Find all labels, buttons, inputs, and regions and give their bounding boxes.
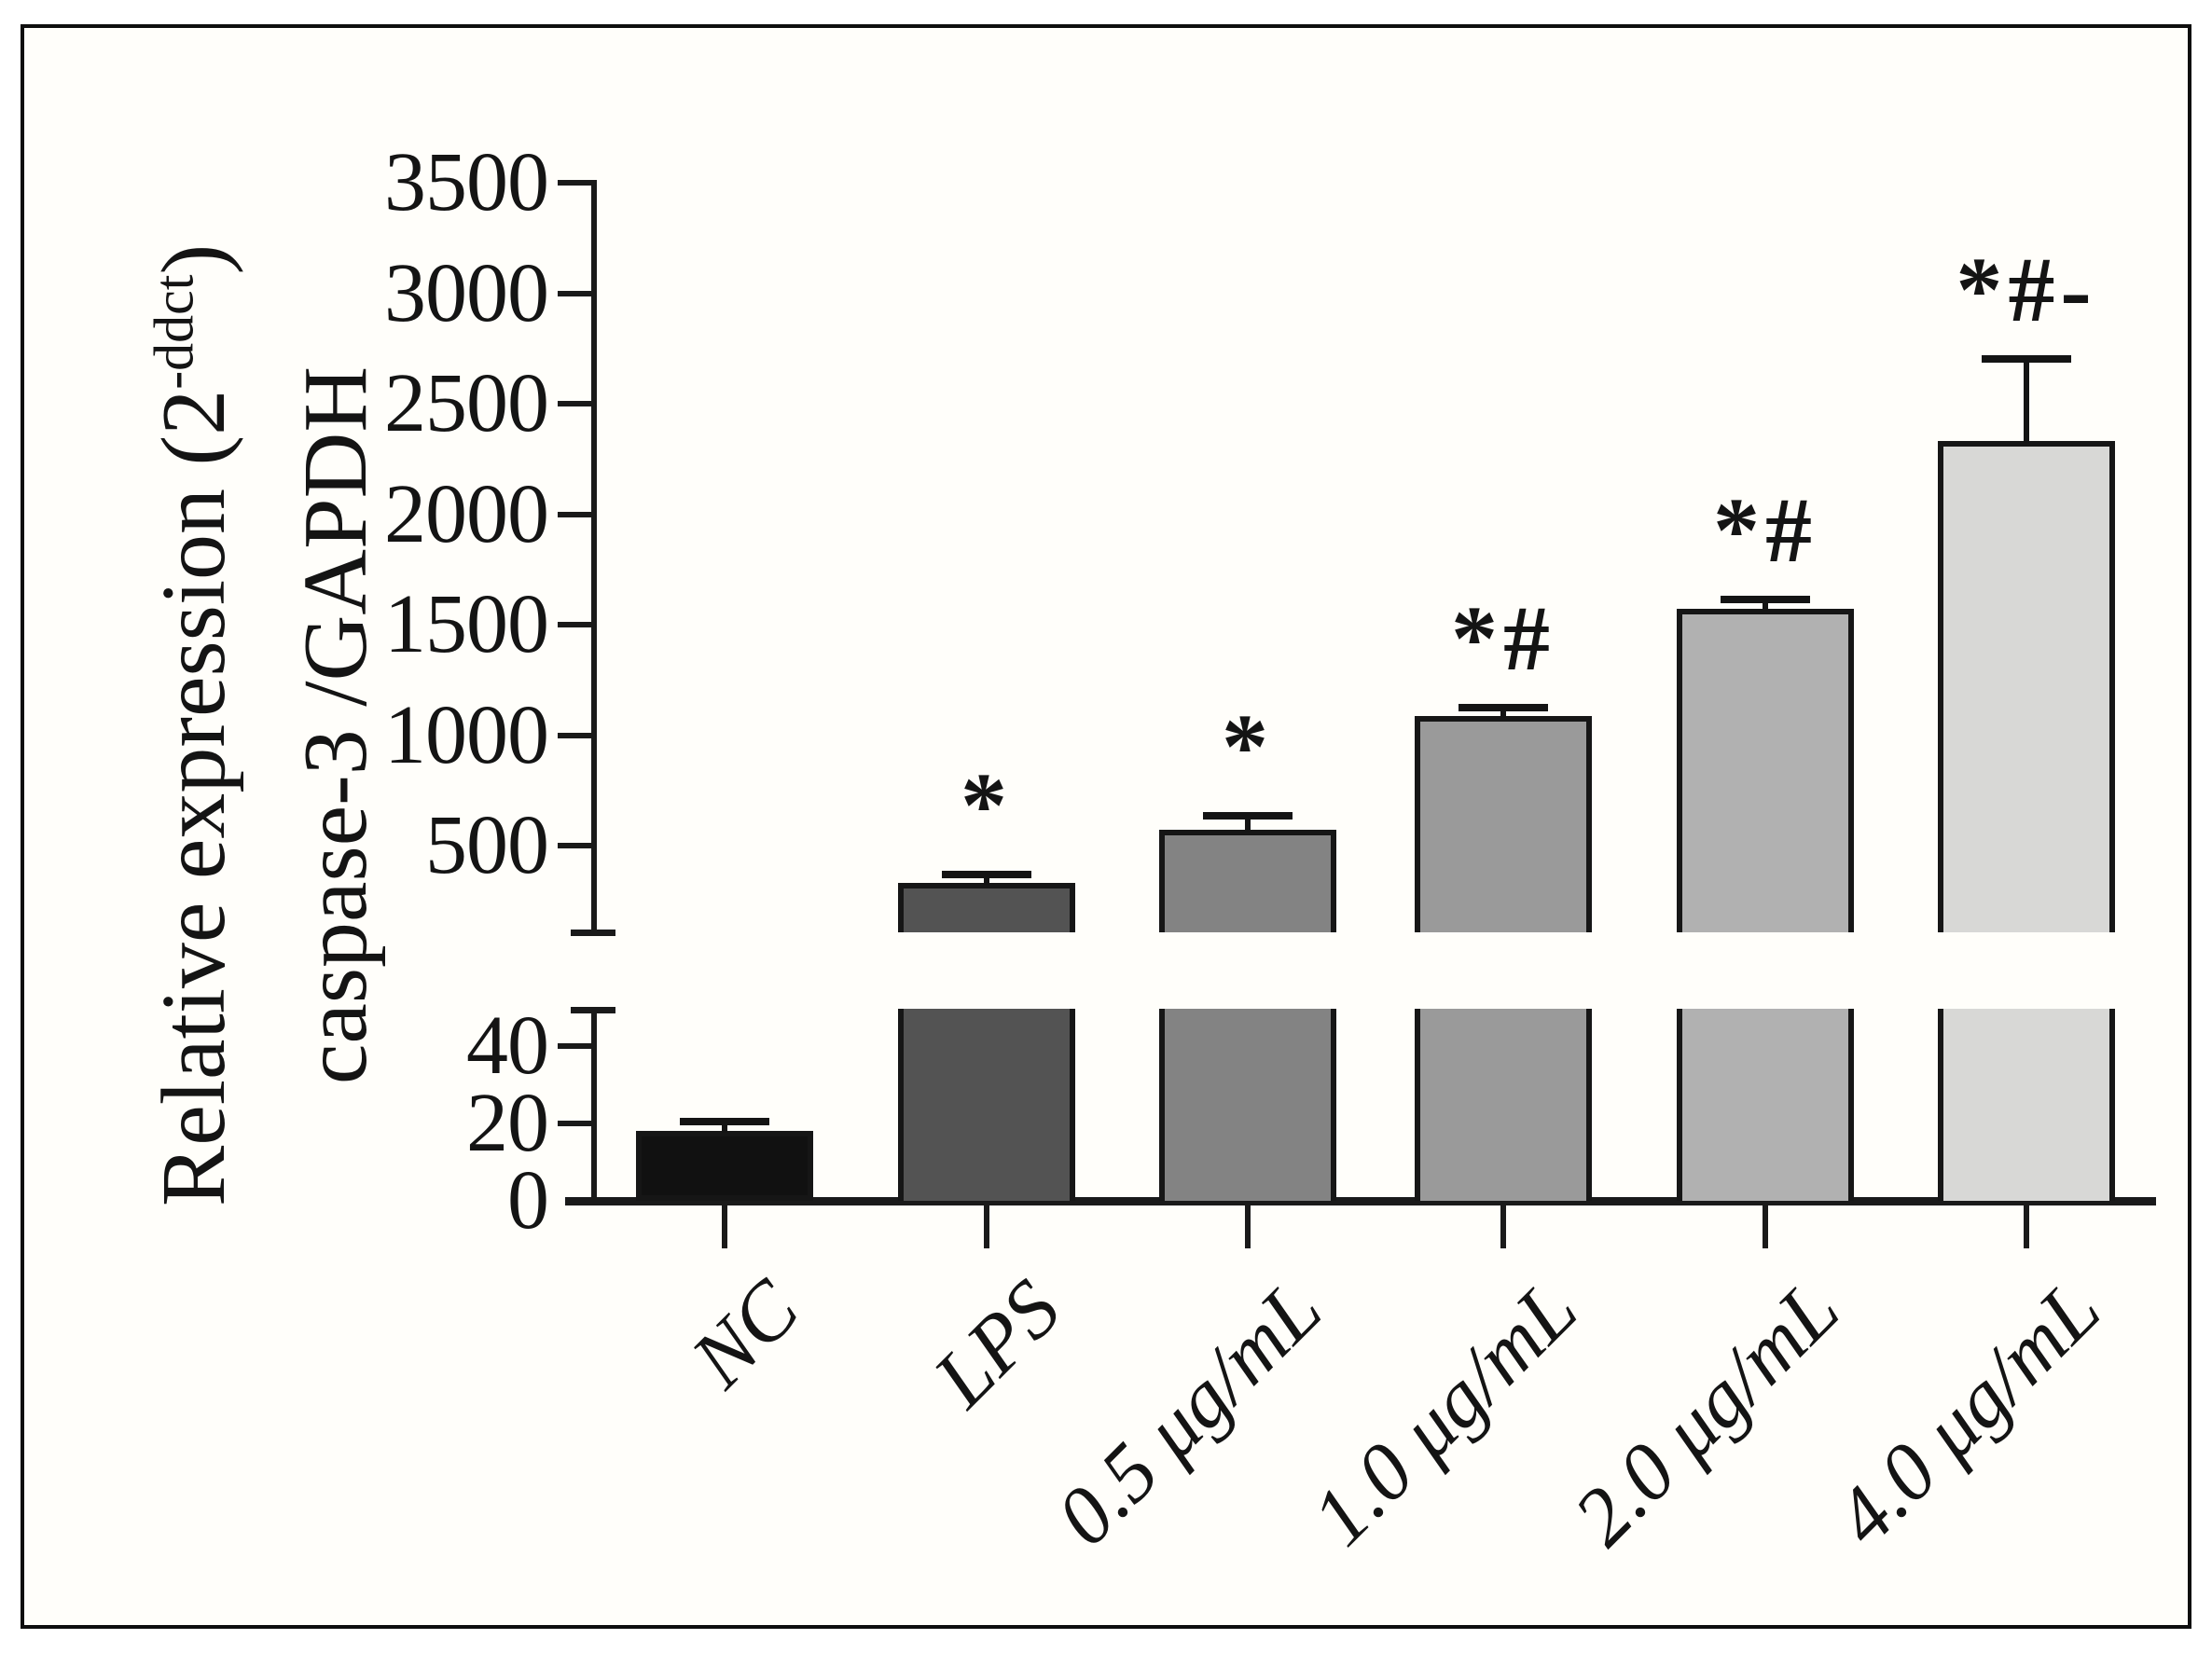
bar-0-lower-segment xyxy=(636,1131,813,1201)
error-bar-whisker xyxy=(1245,816,1251,832)
x-tick xyxy=(1763,1205,1768,1248)
bar-1-upper-segment xyxy=(898,883,1075,932)
error-bar-cap xyxy=(1203,812,1293,820)
y-tick-label-upper: 3000 xyxy=(384,246,549,339)
y-tick-upper xyxy=(558,622,591,627)
x-tick-label: 0.5 μg/mL xyxy=(1039,1263,1339,1563)
error-bar-whisker xyxy=(1500,708,1506,719)
error-bar-whisker xyxy=(984,874,989,886)
x-tick xyxy=(2024,1205,2029,1248)
y-axis-lower-line xyxy=(591,1008,597,1204)
y-tick-label-upper: 1500 xyxy=(384,578,549,670)
y-axis-break-cap-lower xyxy=(571,1007,615,1013)
y-tick-label-upper: 500 xyxy=(425,799,549,891)
error-bar-whisker xyxy=(722,1121,727,1134)
x-tick-label: 2.0 μg/mL xyxy=(1556,1263,1857,1563)
y-tick-upper xyxy=(558,290,591,296)
y-tick-upper xyxy=(558,843,591,848)
x-tick xyxy=(984,1205,989,1248)
bar-2-upper-segment xyxy=(1159,829,1336,932)
y-tick-upper xyxy=(558,511,591,517)
error-bar-cap xyxy=(1459,704,1548,712)
y-tick-label-upper: 2000 xyxy=(384,467,549,560)
x-tick xyxy=(722,1205,727,1248)
bar-4-upper-segment xyxy=(1677,609,1854,932)
significance-annotation: * xyxy=(1222,695,1274,799)
significance-annotation: *#- xyxy=(1956,238,2097,342)
bar-4-lower-segment xyxy=(1677,1009,1854,1201)
y-tick-upper xyxy=(558,732,591,738)
bar-3-upper-segment xyxy=(1415,716,1592,932)
error-bar-cap xyxy=(1982,355,2071,364)
y-tick-upper xyxy=(558,180,591,186)
x-tick-label: 1.0 μg/mL xyxy=(1294,1263,1595,1563)
x-tick xyxy=(1245,1205,1251,1248)
bar-2-lower-segment xyxy=(1159,1009,1336,1201)
error-bar-whisker xyxy=(2024,359,2029,444)
y-tick-lower xyxy=(558,1043,591,1049)
bar-3-lower-segment xyxy=(1415,1009,1592,1201)
bar-1-lower-segment xyxy=(898,1009,1075,1201)
y-axis-break-cap-upper xyxy=(571,930,615,936)
y-axis-upper-line xyxy=(591,180,597,935)
y-tick-label-upper: 3500 xyxy=(384,136,549,228)
y-tick-lower xyxy=(558,1121,591,1126)
y-tick-label-lower: 20 xyxy=(466,1077,549,1169)
significance-annotation: * xyxy=(961,752,1013,857)
y-tick-label-upper: 2500 xyxy=(384,357,549,449)
error-bar-cap xyxy=(680,1117,769,1125)
significance-annotation: *# xyxy=(1451,586,1555,691)
error-bar-cap xyxy=(942,870,1031,878)
x-axis-line xyxy=(565,1197,2156,1205)
error-bar-whisker xyxy=(1763,599,1768,612)
bar-5-upper-segment xyxy=(1938,441,2115,932)
x-tick xyxy=(1500,1205,1506,1248)
error-bar-cap xyxy=(1721,595,1810,603)
bar-5-lower-segment xyxy=(1938,1009,2115,1201)
y-tick-upper xyxy=(558,401,591,406)
x-tick-label: NC xyxy=(674,1263,816,1405)
significance-annotation: *# xyxy=(1713,477,1818,582)
y-tick-label-lower: 40 xyxy=(466,999,549,1092)
y-tick-label-lower: 0 xyxy=(507,1154,549,1247)
y-tick-label-upper: 1000 xyxy=(384,688,549,781)
x-tick-label: LPS xyxy=(917,1263,1078,1425)
x-tick-label: 4.0 μg/mL xyxy=(1818,1263,2118,1563)
